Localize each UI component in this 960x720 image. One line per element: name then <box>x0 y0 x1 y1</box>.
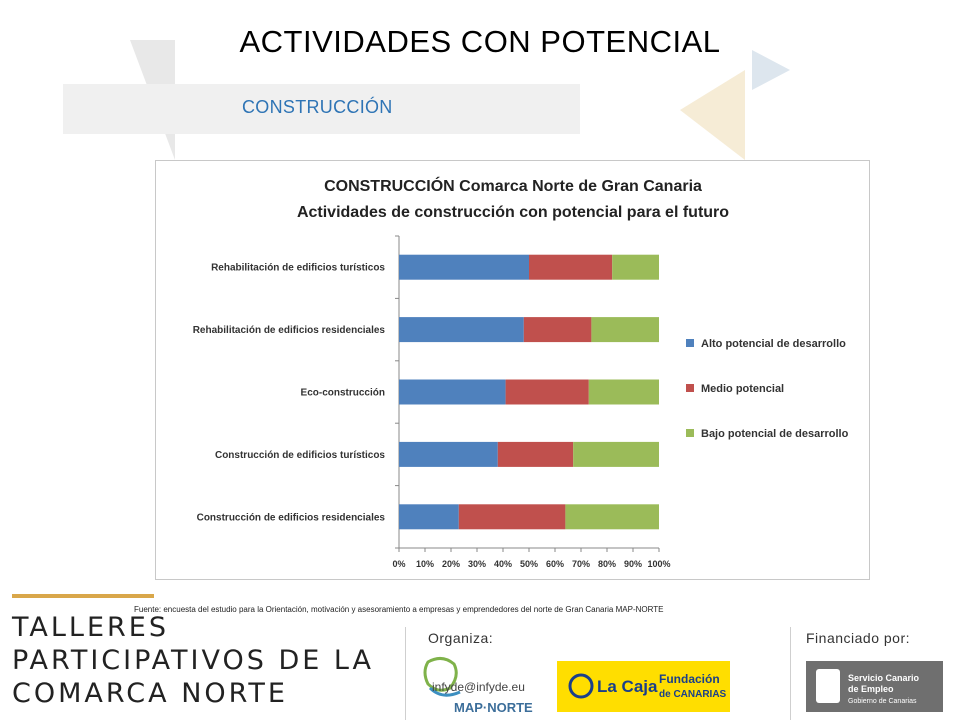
caja-star-icon <box>568 673 594 699</box>
x-tick-label: 100% <box>647 559 670 569</box>
category-label: Eco-construcción <box>301 388 385 399</box>
x-tick-label: 0% <box>392 559 405 569</box>
svg-text:de CANARIAS: de CANARIAS <box>659 689 727 700</box>
email-link[interactable]: infyde@infyde.eu <box>432 680 525 694</box>
footer-separator-left <box>405 627 406 720</box>
x-tick-label: 70% <box>572 559 590 569</box>
organiza-label: Organiza: <box>428 630 494 646</box>
svg-text:de Empleo: de Empleo <box>848 684 894 694</box>
page-title: ACTIVIDADES CON POTENCIAL <box>239 24 721 59</box>
chart-title: CONSTRUCCIÓN Comarca Norte de Gran Canar… <box>324 176 702 195</box>
svg-text:La Caja: La Caja <box>597 677 658 696</box>
legend-label: Medio potencial <box>701 383 784 395</box>
x-tick-label: 80% <box>598 559 616 569</box>
chart-frame: CONSTRUCCIÓN Comarca Norte de Gran Canar… <box>155 160 870 580</box>
legend-label: Alto potencial de desarrollo <box>701 338 846 350</box>
bar-segment <box>588 379 659 405</box>
category-label: Rehabilitación de edificios turísticos <box>211 263 385 274</box>
bar-segment <box>529 254 613 280</box>
section-band <box>63 84 580 134</box>
footer-separator-right <box>790 627 791 720</box>
mapnorte-text: MAP·NORTE <box>454 700 533 715</box>
x-tick-label: 10% <box>416 559 434 569</box>
source-note: Fuente: encuesta del estudio para la Ori… <box>134 605 664 614</box>
bar-segment <box>497 441 574 467</box>
svg-text:Fundación: Fundación <box>659 672 720 686</box>
bar-segment <box>399 379 506 405</box>
x-tick-label: 20% <box>442 559 460 569</box>
svg-text:Gobierno de Canarias: Gobierno de Canarias <box>848 698 917 705</box>
footer-title-line-2: PARTICIPATIVOS DE LA <box>12 645 375 676</box>
bar-segment <box>399 441 498 467</box>
footer-title-line-3: COMARCA NORTE <box>12 678 288 709</box>
bar-segment <box>399 504 459 530</box>
legend-swatch <box>686 429 694 437</box>
legend-label: Bajo potencial de desarrollo <box>701 428 849 440</box>
bar-segment <box>573 441 659 467</box>
bar-segment <box>612 254 659 280</box>
bar-segment <box>523 317 592 343</box>
x-tick-label: 30% <box>468 559 486 569</box>
x-tick-label: 90% <box>624 559 642 569</box>
category-label: Construcción de edificios turísticos <box>215 450 385 461</box>
fundacion-la-caja-logo: La Caja Fundación de CANARIAS <box>557 661 730 712</box>
bar-segment <box>399 317 524 343</box>
deco-triangle-blue <box>752 50 790 90</box>
chart-subtitle: Actividades de construcción con potencia… <box>297 204 729 221</box>
legend-swatch <box>686 384 694 392</box>
legend-swatch <box>686 339 694 347</box>
servicio-canario-empleo-logo: Servicio Canario de Empleo Gobierno de C… <box>806 661 943 712</box>
bar-segment <box>565 504 659 530</box>
category-label: Rehabilitación de edificios residenciale… <box>193 325 386 336</box>
shield-icon <box>816 669 840 703</box>
svg-text:Servicio Canario: Servicio Canario <box>848 673 920 683</box>
chart: CONSTRUCCIÓN Comarca Norte de Gran Canar… <box>193 176 849 569</box>
bar-segment <box>458 504 566 530</box>
bar-segment <box>399 254 529 280</box>
gold-divider <box>12 594 154 598</box>
financiado-label: Financiado por: <box>806 630 911 646</box>
section-label: CONSTRUCCIÓN <box>242 97 393 117</box>
bar-segment <box>591 317 659 343</box>
x-tick-label: 40% <box>494 559 512 569</box>
bar-segment <box>505 379 589 405</box>
footer-title-line-1: TALLERES <box>12 612 169 643</box>
x-tick-label: 50% <box>520 559 538 569</box>
category-label: Construcción de edificios residenciales <box>197 512 386 523</box>
x-tick-label: 60% <box>546 559 564 569</box>
deco-triangle-gold <box>680 70 745 160</box>
mapnorte-logo: MAP·NORTE <box>423 657 533 715</box>
